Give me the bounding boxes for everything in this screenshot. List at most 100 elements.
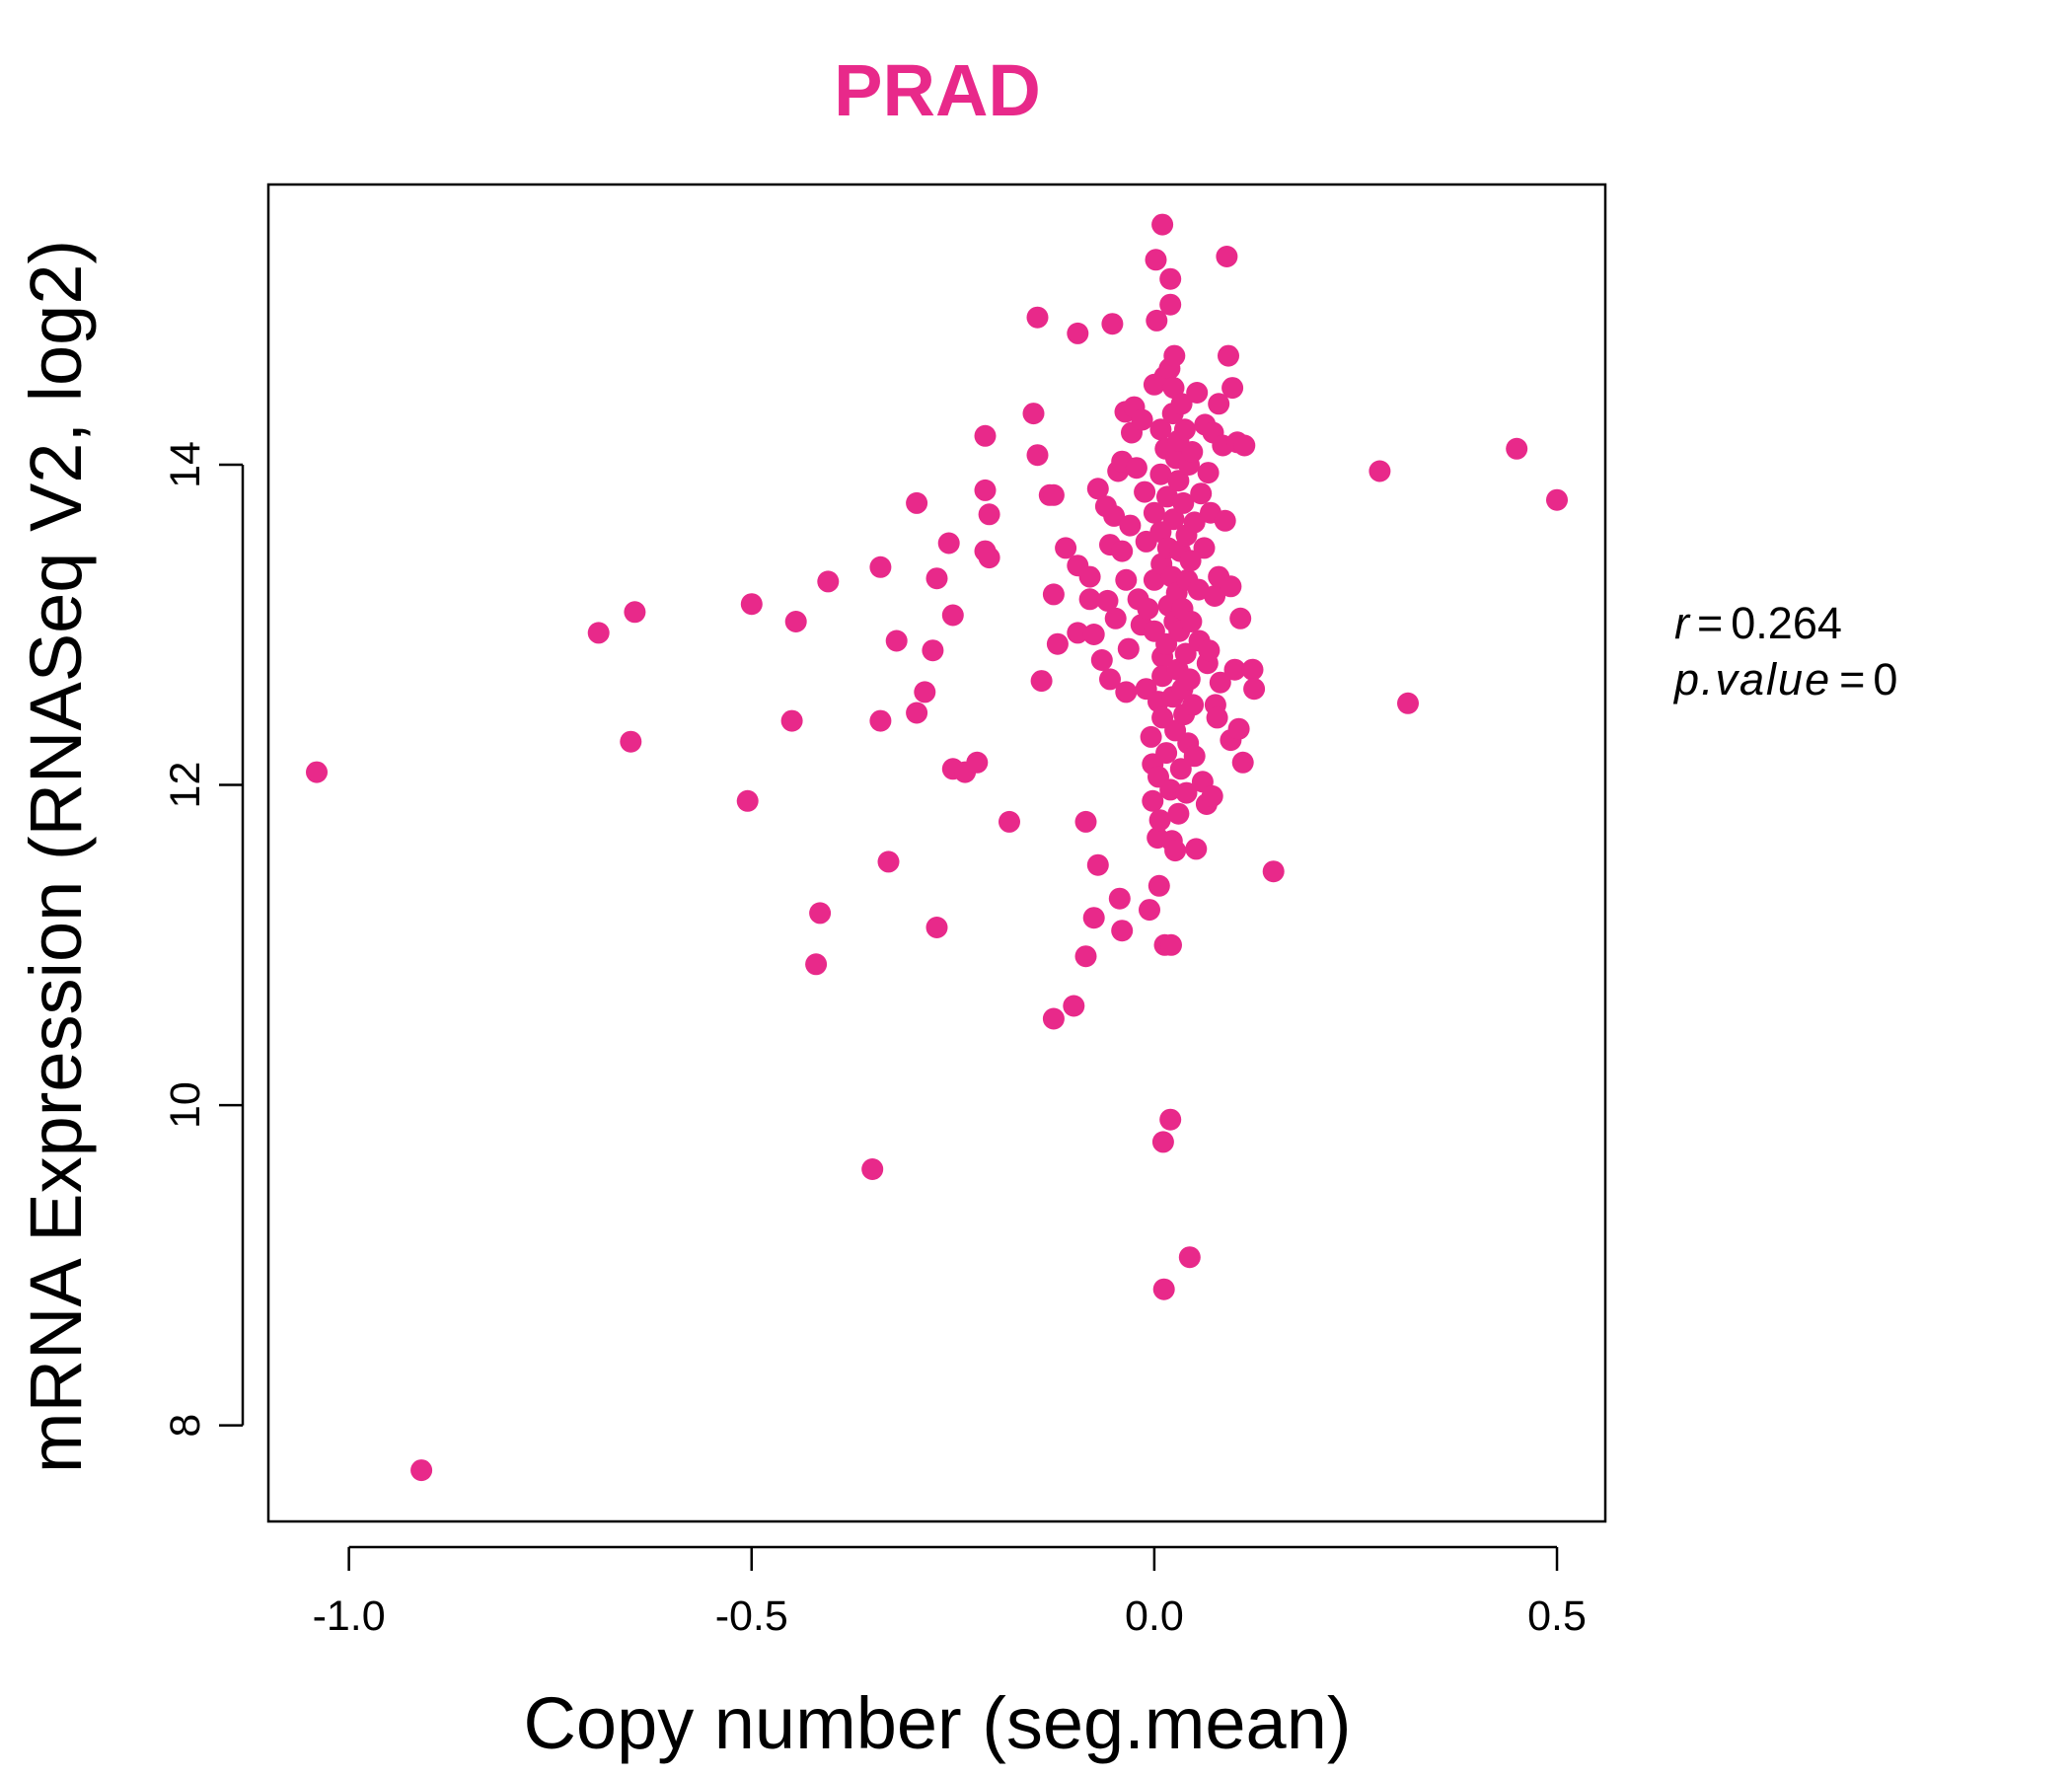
data-point [1159, 267, 1182, 290]
data-point [1227, 717, 1250, 740]
data-point [1183, 511, 1206, 534]
data-point [1086, 478, 1109, 500]
data-point [1163, 344, 1186, 367]
data-point [1262, 860, 1285, 883]
data-point [624, 601, 646, 624]
y-tick-label: 14 [162, 441, 209, 488]
data-point [1231, 751, 1254, 774]
data-point [1090, 649, 1113, 671]
data-point [1167, 470, 1190, 492]
p-value-stat: p.value = 0 [1672, 654, 1897, 704]
data-point [1139, 899, 1160, 922]
data-point [1162, 377, 1185, 400]
data-point [1067, 322, 1089, 344]
data-point [1104, 607, 1127, 629]
data-point [1204, 585, 1226, 607]
data-point [1117, 637, 1140, 660]
plot-area-frame [266, 183, 1607, 1523]
x-tick-label: -1.0 [313, 1592, 386, 1640]
data-point [925, 567, 948, 590]
data-point [1221, 377, 1244, 400]
data-point [1186, 382, 1209, 404]
data-point [974, 479, 997, 501]
data-point [1108, 887, 1131, 910]
data-point [1074, 945, 1097, 968]
data-point [925, 917, 948, 938]
data-point [620, 730, 642, 753]
y-tick-label: 12 [162, 762, 209, 809]
data-point [1201, 784, 1223, 807]
data-point [1086, 853, 1109, 876]
data-point [1223, 658, 1246, 681]
data-point [1131, 408, 1153, 431]
data-point [1115, 568, 1138, 591]
correlation-stat: r = 0.264 [1674, 598, 1842, 648]
data-point [1067, 622, 1089, 644]
data-point [410, 1459, 433, 1482]
data-point [1026, 444, 1049, 467]
data-point [966, 751, 989, 774]
data-point [817, 570, 840, 593]
data-point [1155, 742, 1178, 765]
data-point [869, 709, 892, 732]
data-point [1148, 809, 1171, 832]
data-point [1111, 540, 1134, 562]
data-points [306, 213, 1568, 1482]
data-point [1042, 583, 1065, 606]
data-point [1182, 694, 1205, 716]
data-point [1218, 344, 1239, 367]
data-point [869, 555, 892, 578]
data-point [1063, 995, 1085, 1017]
data-point [809, 902, 832, 925]
x-tick-label: 0.5 [1527, 1592, 1587, 1640]
data-point [974, 424, 997, 447]
data-point [1220, 575, 1242, 598]
data-point [306, 761, 328, 783]
data-point [1145, 249, 1167, 271]
data-point [805, 953, 828, 976]
data-point [587, 622, 610, 644]
data-point [1149, 463, 1172, 485]
data-point [1179, 550, 1202, 572]
data-point [1546, 488, 1568, 511]
data-point [1046, 632, 1069, 655]
data-point [978, 547, 1000, 569]
data-point [1078, 565, 1101, 588]
chart-title: PRAD [834, 49, 1041, 131]
data-point [1183, 745, 1206, 768]
data-point [861, 1158, 884, 1180]
data-point [1096, 589, 1119, 612]
data-point [780, 709, 803, 732]
data-point [906, 702, 928, 724]
data-point [1369, 460, 1391, 482]
data-point [1125, 457, 1147, 480]
data-point [1078, 588, 1101, 611]
data-point [1115, 681, 1138, 703]
data-point [1233, 434, 1256, 457]
data-point [1143, 501, 1165, 524]
data-point [1162, 508, 1185, 531]
y-tick-label: 8 [162, 1414, 209, 1438]
data-point [1169, 758, 1192, 780]
data-point [1160, 933, 1182, 956]
data-point [1173, 418, 1196, 441]
data-point [1042, 1007, 1065, 1030]
y-axis: 8 10 12 14 [162, 441, 245, 1438]
data-point [1151, 1131, 1174, 1153]
data-point [1190, 482, 1213, 505]
data-point [784, 611, 807, 632]
p-value: 0 [1873, 654, 1897, 704]
data-point [1099, 668, 1121, 691]
data-point [1178, 668, 1201, 691]
data-point [1042, 483, 1065, 506]
data-point [1030, 670, 1053, 693]
data-point [1209, 671, 1231, 694]
data-point [1101, 313, 1124, 335]
data-point [999, 810, 1020, 833]
data-point [1193, 537, 1216, 559]
data-point [937, 532, 960, 555]
data-point [1170, 393, 1193, 415]
data-point [1082, 624, 1105, 645]
data-point [1198, 639, 1221, 662]
